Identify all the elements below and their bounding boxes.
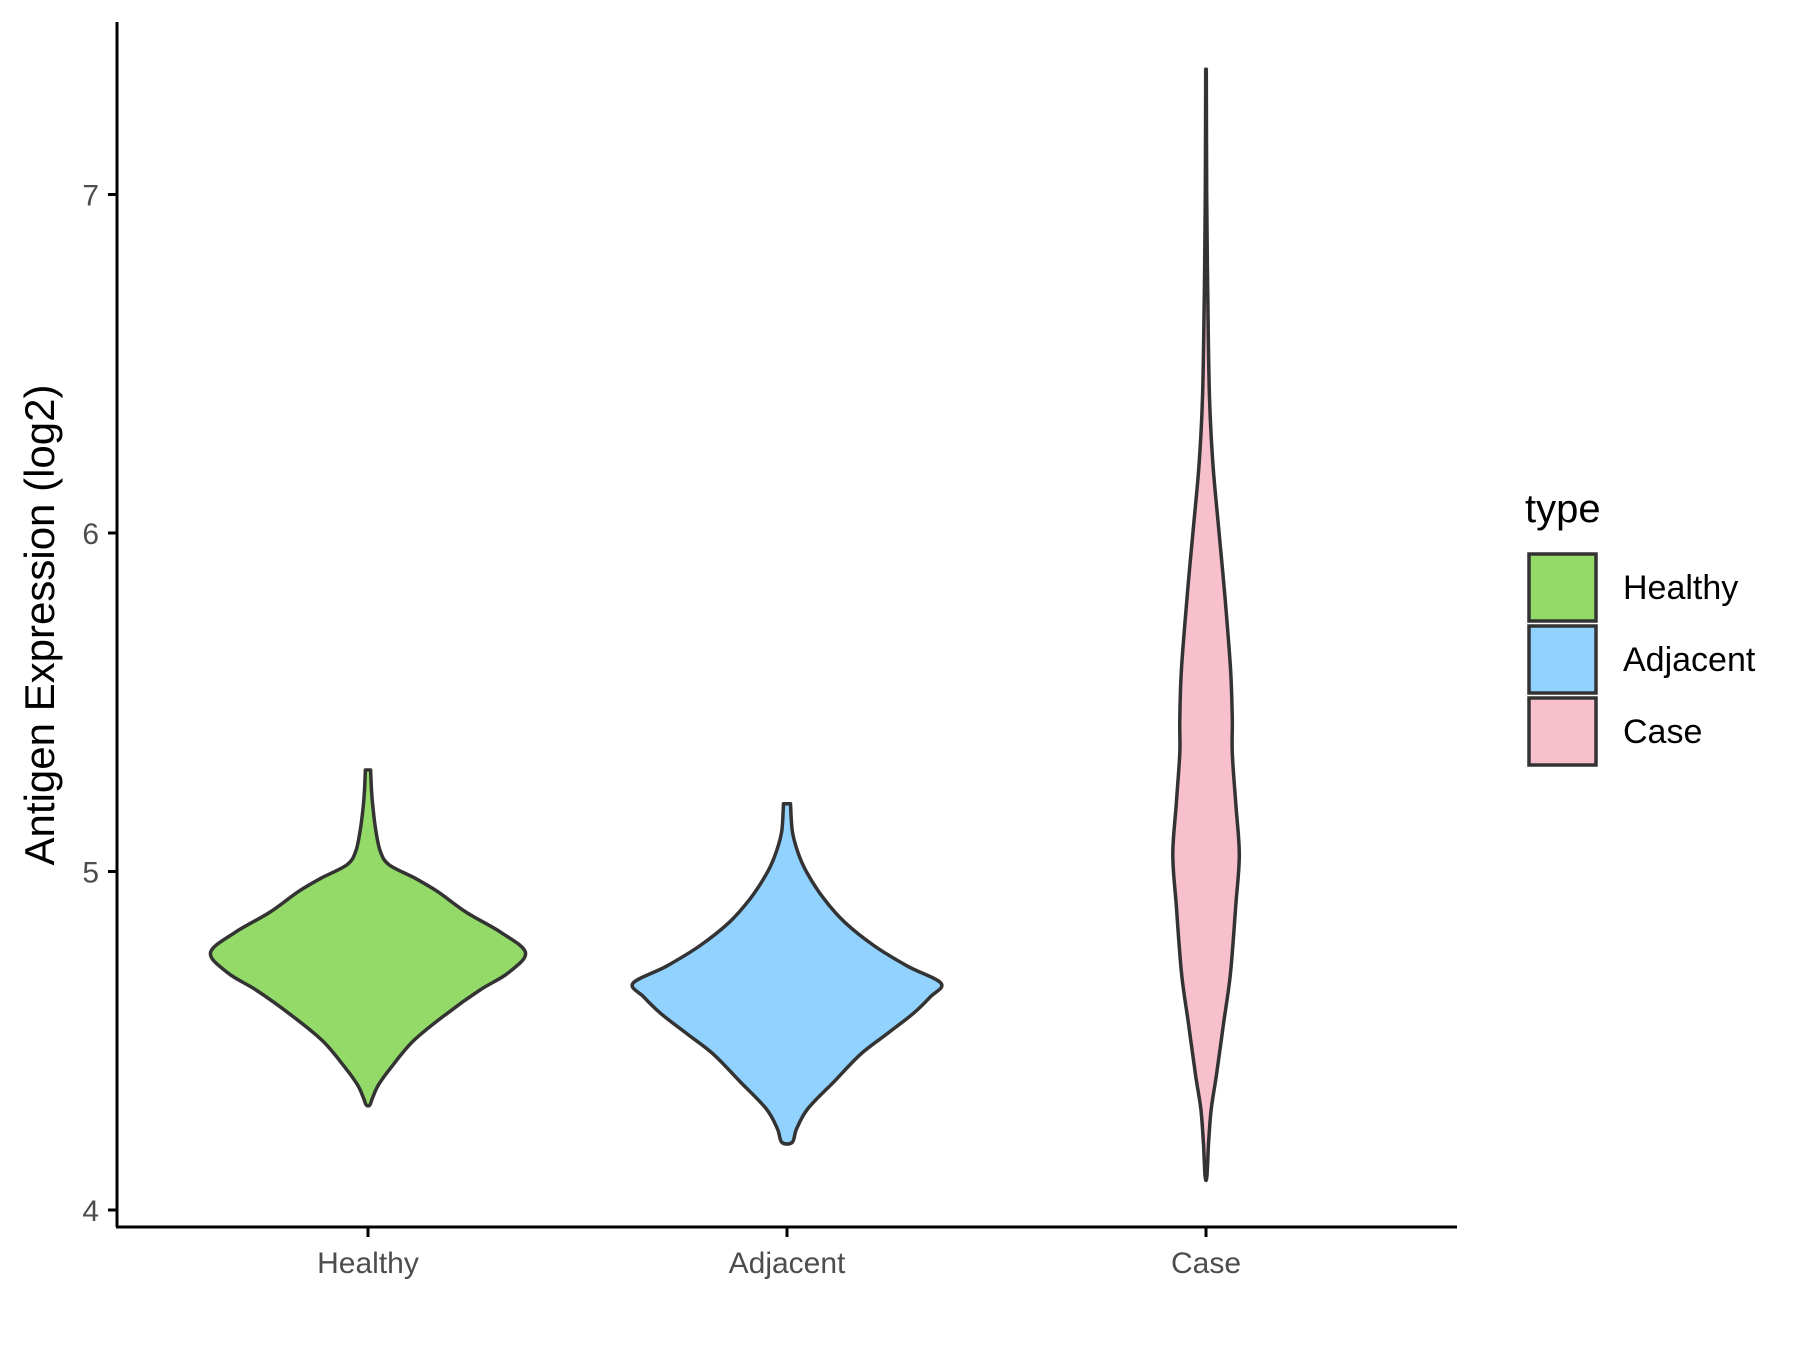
violin-adjacent — [630, 802, 944, 1146]
violins-group — [208, 67, 1242, 1183]
violin-case — [1171, 67, 1242, 1183]
y-tick-label: 6 — [82, 518, 99, 551]
x-axis-ticks: Healthy Adjacent Case — [317, 1227, 1241, 1280]
legend-swatch-healthy — [1527, 552, 1598, 623]
legend-label-healthy: Healthy — [1623, 569, 1738, 607]
y-axis-title: Antigen Expression (log2) — [16, 385, 63, 866]
legend-swatch-case — [1527, 696, 1598, 767]
axes-group: 4 5 6 7 Healthy Adjacent Case — [82, 22, 1457, 1280]
y-tick-label: 7 — [82, 180, 99, 213]
x-tick-label: Case — [1171, 1247, 1241, 1280]
violin-healthy — [208, 768, 528, 1108]
legend-title: type — [1525, 487, 1601, 531]
y-axis-ticks: 4 5 6 7 — [82, 180, 117, 1228]
x-tick-label: Adjacent — [729, 1247, 846, 1280]
y-tick-label: 4 — [82, 1195, 99, 1228]
legend-label-case: Case — [1623, 713, 1702, 751]
y-tick-label: 5 — [82, 857, 99, 890]
legend-label-adjacent: Adjacent — [1623, 641, 1756, 679]
legend-swatch-adjacent — [1527, 624, 1598, 695]
legend: type Healthy Adjacent Case — [1525, 487, 1756, 767]
legend-entries: Healthy Adjacent Case — [1527, 552, 1756, 767]
x-tick-label: Healthy — [317, 1247, 419, 1280]
